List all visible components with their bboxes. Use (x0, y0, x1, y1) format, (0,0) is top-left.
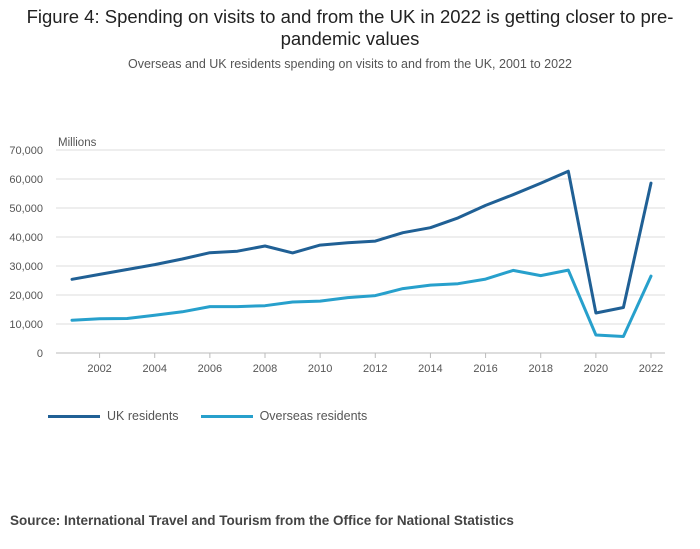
y-tick-label: 60,000 (9, 174, 43, 186)
y-axis-label: Millions (58, 137, 97, 149)
y-tick-label: 70,000 (9, 145, 43, 157)
x-tick-label: 2016 (473, 363, 497, 375)
x-tick-label: 2008 (253, 363, 277, 375)
chart-subtitle: Overseas and UK residents spending on vi… (127, 57, 572, 71)
y-tick-label: 40,000 (9, 232, 43, 244)
series-line-uk-residents (70, 169, 653, 315)
x-tick-label: 2014 (418, 363, 442, 375)
series-line-overseas-residents (70, 268, 653, 338)
y-tick-label: 50,000 (9, 203, 43, 215)
legend-item-uk-residents[interactable]: UK residents (48, 409, 179, 423)
legend-item-overseas-residents[interactable]: Overseas residents (200, 409, 368, 423)
y-tick-label: 20,000 (9, 290, 43, 302)
legend-swatch-uk-residents (48, 414, 100, 418)
y-tick-label: 10,000 (9, 319, 43, 331)
legend: UK residents Overseas residents (48, 409, 389, 423)
x-tick-label: 2012 (363, 363, 387, 375)
x-tick-label: 2020 (584, 363, 608, 375)
x-tick-label: 2010 (308, 363, 332, 375)
x-tick-label: 2006 (198, 363, 222, 375)
y-tick-label: 0 (37, 348, 43, 360)
legend-label-uk-residents: UK residents (107, 409, 179, 423)
x-tick-label: 2002 (87, 363, 111, 375)
x-tick-label: 2022 (639, 363, 663, 375)
legend-label-overseas-residents: Overseas residents (259, 409, 368, 423)
legend-swatch-overseas-residents (200, 414, 253, 418)
x-tick-label: 2004 (142, 363, 166, 375)
chart-title: Figure 4: Spending on visits to and from… (26, 6, 674, 49)
source-note: Source: International Travel and Tourism… (10, 513, 514, 528)
y-tick-label: 30,000 (9, 261, 43, 273)
x-tick-label: 2018 (528, 363, 552, 375)
